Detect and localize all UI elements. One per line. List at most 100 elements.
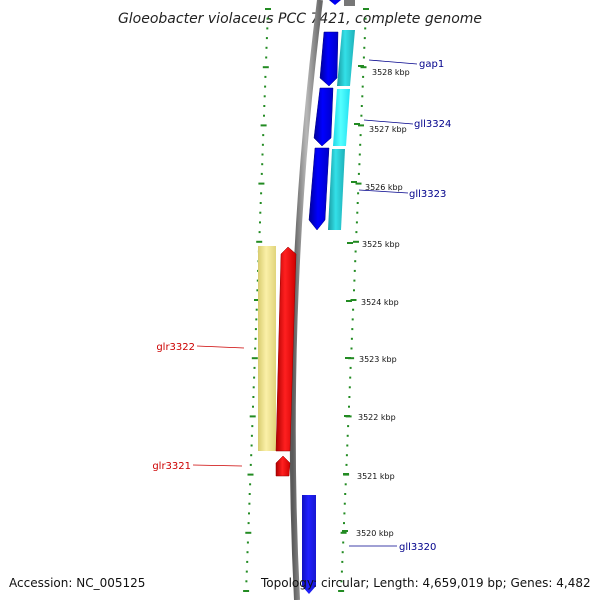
inner-guide-dash: [256, 240, 263, 243]
outer-guide-dash: [364, 27, 367, 30]
inner-guide-dash: [260, 192, 263, 195]
inner-guide-dash: [266, 27, 269, 30]
outer-guide-dash: [363, 37, 366, 40]
inner-guide-dash: [261, 143, 264, 146]
inner-guide-dash: [262, 134, 265, 137]
outer-guide-dash: [362, 56, 365, 59]
gene-gap1-leader: [368, 59, 418, 65]
gene-gll3320-cds[interactable]: [302, 495, 316, 594]
scale-tick-label: 3523 kbp: [359, 355, 397, 364]
outer-guide-dash: [353, 289, 355, 292]
gene-gap1-cds[interactable]: [319, 31, 339, 87]
outer-guide-dash: [342, 541, 345, 544]
outer-guide-dash: [358, 153, 361, 156]
inner-guide-dash: [246, 541, 249, 544]
gene-gll3324-leader: [363, 119, 414, 125]
gene-label-gll3320[interactable]: gll3320: [399, 542, 436, 553]
outer-guide-dash: [341, 551, 344, 554]
map-title: Gloeobacter violaceus PCC 7421, complete…: [118, 11, 482, 27]
inner-guide-dash: [259, 202, 262, 204]
scale-tick-label: 3525 kbp: [362, 240, 400, 249]
outer-guide-dash: [350, 347, 353, 350]
gene-label-gll3323[interactable]: gll3323: [409, 189, 446, 200]
inner-guide-dash: [252, 396, 255, 398]
outer-guide-dash: [351, 328, 354, 331]
inner-guide-dash: [265, 37, 268, 40]
outer-guide-dash: [363, 8, 369, 10]
gene-label-glr3321[interactable]: glr3321: [152, 461, 191, 472]
inner-guide-dash: [255, 318, 258, 321]
inner-guide-dash: [265, 56, 268, 59]
inner-guide-dash: [249, 483, 252, 486]
inner-guide-dash: [261, 153, 264, 156]
outer-guide-dash: [358, 163, 361, 166]
outer-guide-dash: [363, 46, 366, 49]
inner-guide-dash: [248, 512, 250, 515]
partial-cds-top: [329, 0, 341, 5]
gene-glr3322-cds[interactable]: [275, 246, 297, 452]
inner-guide-dash: [245, 531, 252, 534]
outer-guide-dash: [362, 75, 365, 78]
gene-glr3321-cds[interactable]: [275, 455, 291, 477]
inner-guide-dash: [248, 502, 251, 505]
inner-guide-dash: [255, 308, 258, 311]
gene-glr3322-leader: [196, 345, 245, 349]
gene-label-glr3322[interactable]: glr3322: [156, 342, 195, 353]
outer-guide-dash: [343, 522, 345, 525]
outer-guide-dash: [341, 560, 344, 563]
inner-guide-dash: [254, 299, 260, 301]
outer-guide-dash: [348, 357, 355, 360]
inner-guide-dash: [249, 463, 252, 466]
outer-guide-dash: [357, 172, 360, 175]
outer-guide-dash: [343, 512, 346, 515]
outer-guide-dash: [350, 337, 353, 340]
inner-guide-dash: [249, 415, 256, 418]
outer-guide-dash: [344, 483, 347, 486]
outer-guide-dash: [356, 211, 359, 214]
genome-summary-text: Topology: circular; Length: 4,659,019 bp…: [261, 576, 591, 590]
inner-guide-dash: [264, 75, 267, 78]
outer-guide-dash: [360, 66, 367, 69]
outer-guide-dash: [346, 434, 349, 437]
inner-guide-dash: [246, 560, 249, 563]
scale-tick-label: 3526 kbp: [365, 183, 403, 192]
outer-guide-dash: [354, 260, 357, 263]
outer-guide-dash: [344, 493, 347, 495]
inner-guide-dash: [254, 347, 257, 350]
inner-guide-dash: [260, 172, 263, 175]
outer-guide-dash: [357, 192, 360, 195]
inner-guide-dash: [259, 211, 262, 214]
outer-guide-dash: [340, 570, 343, 573]
outer-guide-dash: [359, 143, 362, 146]
gene-gll3323-cds[interactable]: [308, 147, 330, 231]
inner-guide-dash: [254, 337, 257, 340]
gene-gll3323-feature[interactable]: [328, 149, 345, 230]
scale-ticks: 3528 kbp 3527 kbp 3526 kbp 3525 kbp 3524…: [342, 65, 410, 538]
outer-guide-dash: [345, 463, 348, 466]
inner-guide-dash: [251, 357, 258, 360]
outer-guide-dash: [347, 425, 350, 428]
gene-gll3324-feature[interactable]: [333, 89, 350, 146]
inner-guide-dash: [250, 454, 253, 457]
gene-glr3321-leader: [192, 464, 243, 467]
inner-guide-dash: [266, 17, 269, 20]
inner-guide-dash: [252, 386, 255, 389]
outer-guide-dash: [349, 366, 352, 369]
inner-guide-dash: [264, 85, 267, 88]
outer-guide-dash: [338, 590, 345, 592]
outer-guide-dash: [355, 221, 358, 224]
gene-glr3322-feature[interactable]: [258, 246, 276, 451]
inner-guide-dash: [261, 163, 264, 166]
scale-tick-label: 3520 kbp: [356, 529, 394, 538]
outer-guide-dash: [358, 124, 364, 127]
outer-guide-dash: [340, 580, 343, 583]
gene-gap1-feature[interactable]: [337, 30, 355, 86]
inner-guide-dash: [253, 366, 256, 369]
gene-label-gap1[interactable]: gap1: [419, 59, 444, 70]
gene-label-gll3324[interactable]: gll3324: [414, 119, 451, 130]
gene-gll3324-cds[interactable]: [313, 87, 334, 147]
inner-guide-dash: [246, 551, 249, 554]
partial-feature-top: [344, 0, 355, 6]
genome-backbone: [289, 0, 323, 600]
